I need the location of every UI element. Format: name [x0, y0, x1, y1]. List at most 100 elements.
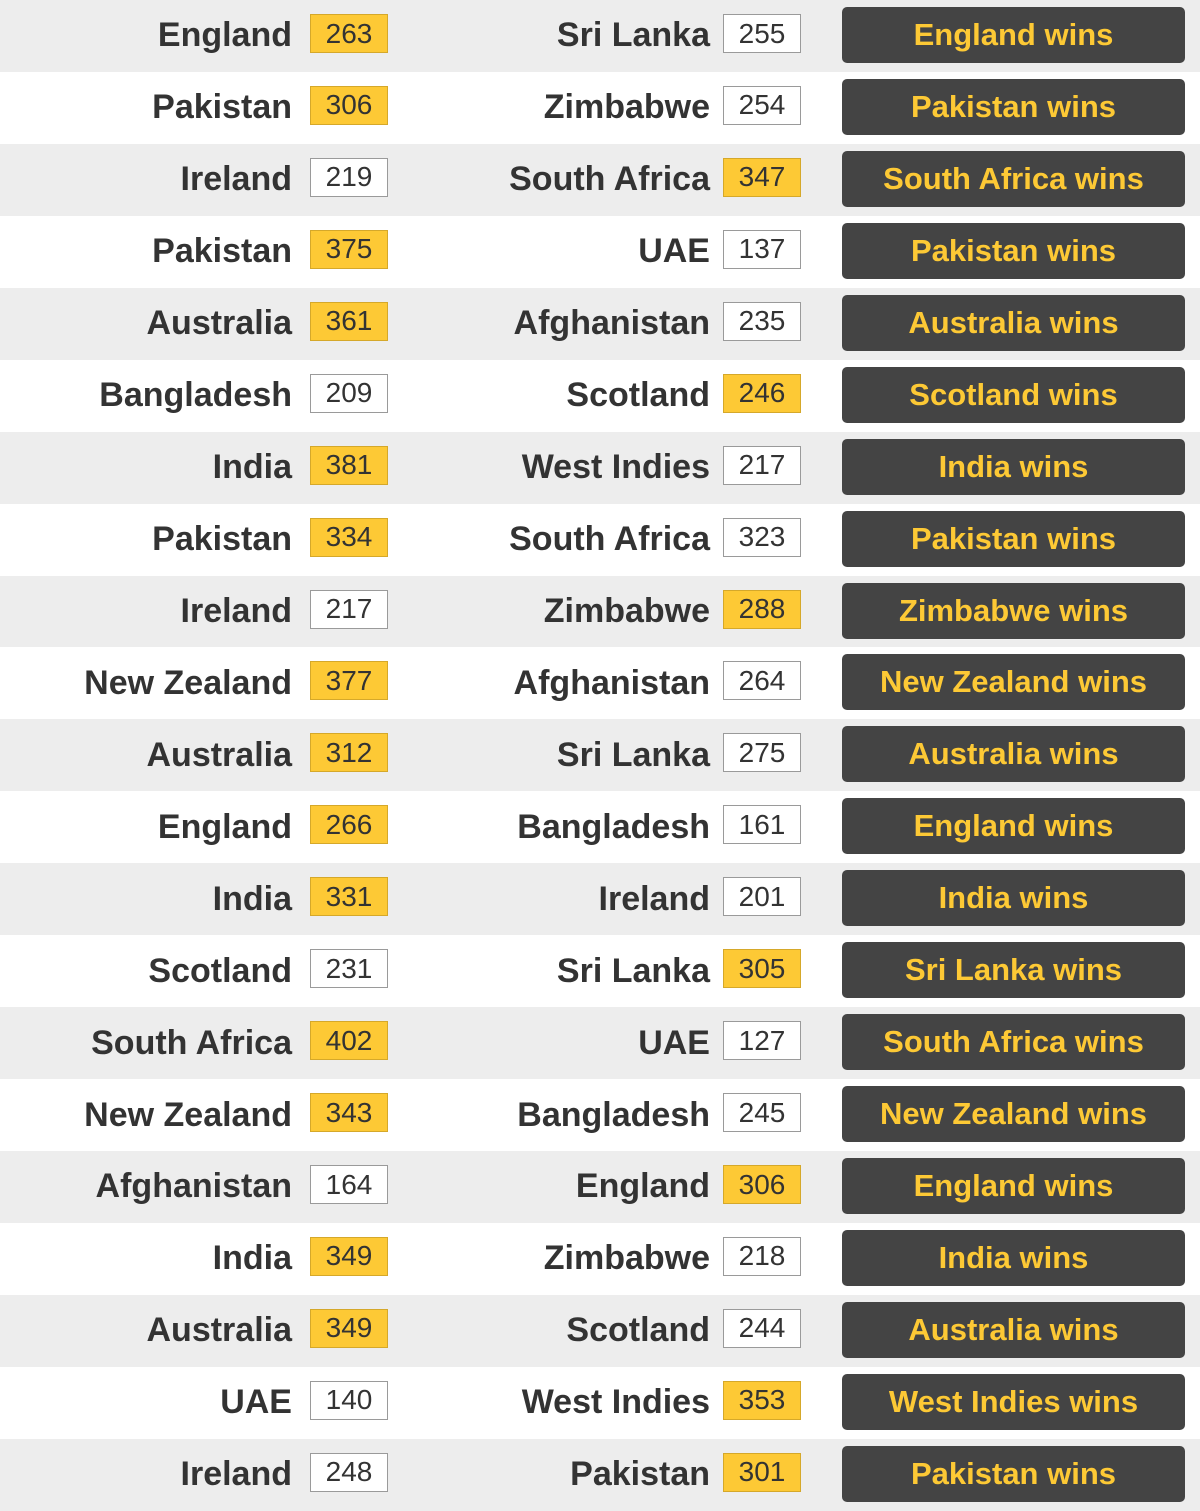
result-badge: England wins	[842, 7, 1185, 63]
away-score-box: 244	[723, 1308, 801, 1348]
match-row: Pakistan 306 Zimbabwe 254 Pakistan wins	[0, 72, 1200, 144]
result-badge: England wins	[842, 798, 1185, 855]
match-row: Australia 361 Afghanistan 235 Australia wins	[0, 287, 1200, 360]
away-team-name: Scotland	[566, 1311, 710, 1350]
home-team-name: Afghanistan	[95, 1167, 292, 1206]
home-score-box: 231	[310, 949, 388, 989]
home-team-name: Australia	[146, 1311, 293, 1350]
match-row: South Africa 402 UAE 127 South Africa wins	[0, 1007, 1200, 1080]
home-score-box: 377	[310, 661, 388, 701]
match-row: Australia 349 Scotland 244 Australia wins	[0, 1294, 1200, 1367]
result-badge: Pakistan wins	[842, 222, 1185, 279]
result-badge: India wins	[842, 438, 1185, 495]
away-team-name: Sri Lanka	[556, 16, 710, 55]
away-team-name: Zimbabwe	[543, 1239, 710, 1278]
match-row: Ireland 248 Pakistan 301 Pakistan wins	[0, 1438, 1200, 1511]
home-team-name: India	[212, 1239, 292, 1278]
away-team-name: Bangladesh	[517, 807, 710, 846]
home-score-box: 266	[310, 805, 388, 845]
away-team-name: Zimbabwe	[543, 591, 710, 630]
home-team-name: India	[212, 448, 292, 487]
away-score-box: 161	[723, 805, 801, 845]
away-team-name: South Africa	[509, 160, 710, 199]
away-team-name: Sri Lanka	[556, 951, 710, 990]
match-row: Ireland 219 South Africa 347 South Africa wi…	[0, 143, 1200, 216]
home-team-name: South Africa	[91, 1023, 292, 1062]
match-row: Scotland 231 Sri Lanka 305 Sri Lanka wins	[0, 935, 1200, 1007]
away-team-name: Pakistan	[570, 1455, 710, 1494]
home-team-name: England	[157, 807, 292, 846]
match-row: New Zealand 343 Bangladesh 245 New Zealand w…	[0, 1079, 1200, 1151]
home-team-name: Ireland	[180, 1455, 292, 1494]
home-team-name: Ireland	[180, 591, 292, 630]
result-badge: Zimbabwe wins	[842, 582, 1185, 639]
away-score-box: 254	[723, 85, 801, 125]
home-score-box: 306	[310, 85, 388, 125]
away-score-box: 201	[723, 877, 801, 917]
home-team-name: Bangladesh	[99, 376, 292, 415]
away-team-name: UAE	[638, 1023, 710, 1062]
away-score-box: 246	[723, 373, 801, 413]
match-row: UAE 140 West Indies 353 West Indies wins	[0, 1367, 1200, 1439]
home-score-box: 217	[310, 589, 388, 629]
match-row: Afghanistan 164 England 306 England wins	[0, 1151, 1200, 1223]
match-row: India 331 Ireland 201 India wins	[0, 863, 1200, 936]
match-row: England 263 Sri Lanka 255 England wins	[0, 0, 1200, 72]
away-team-name: Zimbabwe	[543, 88, 710, 127]
away-score-box: 347	[723, 157, 801, 197]
match-row: Bangladesh 209 Scotland 246 Scotland wins	[0, 360, 1200, 432]
result-badge: Pakistan wins	[842, 78, 1185, 135]
home-team-name: UAE	[220, 1383, 292, 1422]
result-badge: New Zealand wins	[842, 1086, 1185, 1143]
home-team-name: Australia	[146, 735, 293, 774]
match-row: India 381 West Indies 217 India wins	[0, 431, 1200, 504]
away-score-box: 264	[723, 661, 801, 701]
away-team-name: Ireland	[598, 879, 710, 918]
result-badge: South Africa wins	[842, 1014, 1185, 1071]
match-row: New Zealand 377 Afghanistan 264 New Zealand …	[0, 647, 1200, 719]
away-score-box: 235	[723, 301, 801, 341]
away-score-box: 218	[723, 1236, 801, 1276]
away-team-name: Scotland	[566, 376, 710, 415]
away-team-name: UAE	[638, 232, 710, 271]
result-badge: India wins	[842, 1229, 1185, 1286]
result-badge: England wins	[842, 1158, 1185, 1214]
result-badge: South Africa wins	[842, 150, 1185, 207]
home-score-box: 402	[310, 1021, 388, 1061]
match-row: Pakistan 334 South Africa 323 Pakistan wins	[0, 504, 1200, 576]
home-team-name: Ireland	[180, 160, 292, 199]
away-score-box: 275	[723, 733, 801, 773]
home-score-box: 209	[310, 373, 388, 413]
match-row: Ireland 217 Zimbabwe 288 Zimbabwe wins	[0, 575, 1200, 648]
result-badge: Australia wins	[842, 726, 1185, 783]
away-score-box: 127	[723, 1021, 801, 1061]
away-score-box: 301	[723, 1452, 801, 1492]
home-team-name: England	[157, 16, 292, 55]
away-score-box: 137	[723, 229, 801, 269]
away-score-box: 288	[723, 589, 801, 629]
result-badge: Scotland wins	[842, 366, 1185, 423]
away-team-name: South Africa	[509, 520, 710, 559]
away-score-box: 217	[723, 445, 801, 485]
home-team-name: Pakistan	[152, 88, 292, 127]
result-badge: Pakistan wins	[842, 510, 1185, 567]
away-team-name: England	[575, 1167, 710, 1206]
away-score-box: 323	[723, 517, 801, 557]
result-badge: Australia wins	[842, 1301, 1185, 1358]
home-score-box: 381	[310, 445, 388, 485]
match-row: England 266 Bangladesh 161 England wins	[0, 791, 1200, 863]
result-badge: India wins	[842, 870, 1185, 927]
home-team-name: Pakistan	[152, 232, 292, 271]
away-team-name: Afghanistan	[513, 663, 710, 702]
result-badge: New Zealand wins	[842, 654, 1185, 711]
home-team-name: Australia	[146, 304, 293, 343]
away-score-box: 353	[723, 1380, 801, 1420]
result-badge: Australia wins	[842, 294, 1185, 351]
away-team-name: West Indies	[521, 448, 710, 487]
result-badge: West Indies wins	[842, 1373, 1185, 1430]
away-team-name: Bangladesh	[517, 1095, 710, 1134]
home-team-name: India	[212, 879, 292, 918]
home-score-box: 164	[310, 1165, 388, 1204]
home-score-box: 331	[310, 877, 388, 917]
